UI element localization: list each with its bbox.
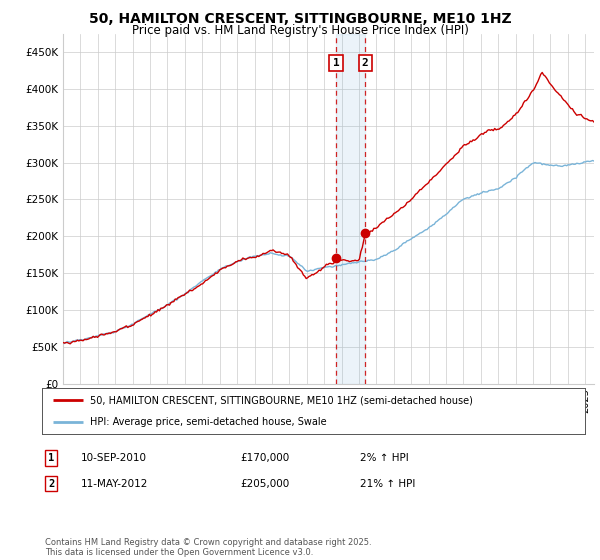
Text: 50, HAMILTON CRESCENT, SITTINGBOURNE, ME10 1HZ (semi-detached house): 50, HAMILTON CRESCENT, SITTINGBOURNE, ME… xyxy=(90,395,473,405)
Text: 2% ↑ HPI: 2% ↑ HPI xyxy=(360,453,409,463)
Text: £170,000: £170,000 xyxy=(240,453,289,463)
Text: £205,000: £205,000 xyxy=(240,479,289,489)
Text: 1: 1 xyxy=(333,58,340,68)
Bar xyxy=(336,34,365,384)
Text: 50, HAMILTON CRESCENT, SITTINGBOURNE, ME10 1HZ: 50, HAMILTON CRESCENT, SITTINGBOURNE, ME… xyxy=(89,12,511,26)
Text: Price paid vs. HM Land Registry's House Price Index (HPI): Price paid vs. HM Land Registry's House … xyxy=(131,24,469,36)
Text: 2: 2 xyxy=(48,479,54,489)
Text: 1: 1 xyxy=(48,453,54,463)
Text: 2: 2 xyxy=(362,58,368,68)
Text: Contains HM Land Registry data © Crown copyright and database right 2025.
This d: Contains HM Land Registry data © Crown c… xyxy=(45,538,371,557)
Text: 11-MAY-2012: 11-MAY-2012 xyxy=(81,479,148,489)
Text: 21% ↑ HPI: 21% ↑ HPI xyxy=(360,479,415,489)
Text: HPI: Average price, semi-detached house, Swale: HPI: Average price, semi-detached house,… xyxy=(90,417,326,427)
Text: 10-SEP-2010: 10-SEP-2010 xyxy=(81,453,147,463)
